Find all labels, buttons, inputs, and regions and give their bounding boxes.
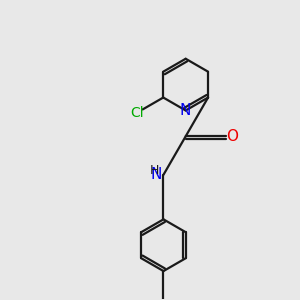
- Text: N: N: [151, 167, 162, 182]
- Text: O: O: [226, 129, 238, 144]
- Text: H: H: [149, 164, 159, 177]
- Text: Cl: Cl: [130, 106, 144, 120]
- Text: N: N: [180, 103, 191, 118]
